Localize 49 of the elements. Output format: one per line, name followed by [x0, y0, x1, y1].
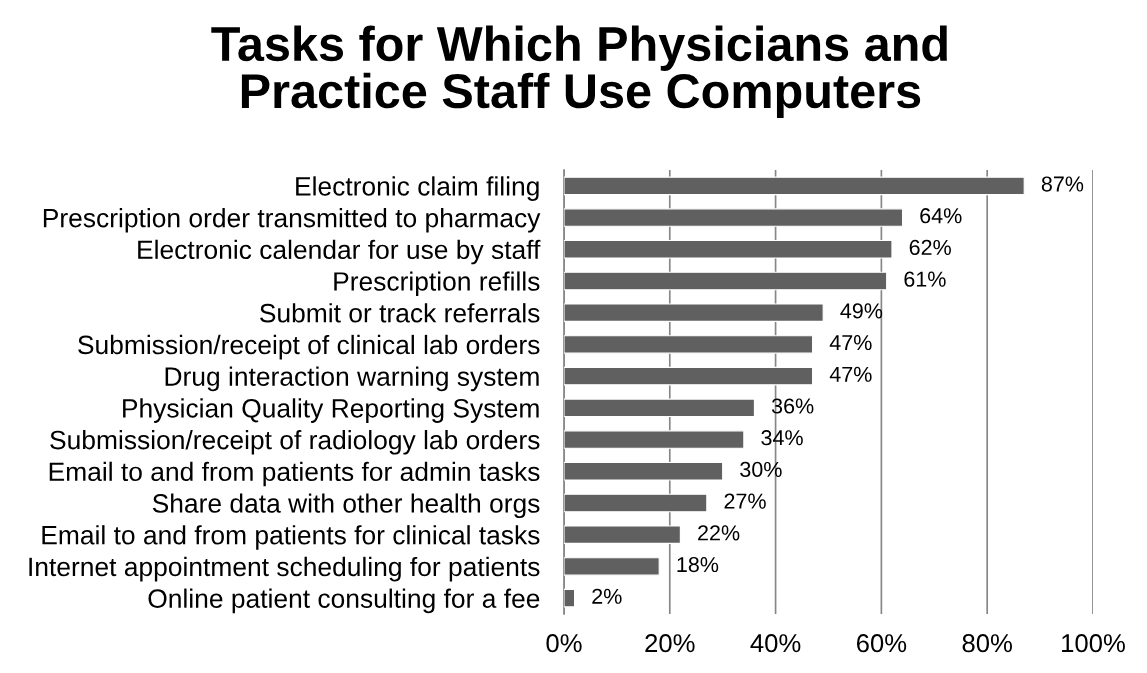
bar: [563, 303, 824, 322]
y-tick-label: Internet appointment scheduling for patients: [29, 556, 540, 582]
bar: [563, 176, 1025, 196]
data-label: 36%: [771, 398, 814, 414]
x-tick-label: 80%: [962, 634, 1012, 653]
chart-title: Tasks for Which Physicians and Practice Staff Use Computers: [211, 25, 947, 118]
y-tick-label: Prescription order transmitted to pharmacy: [43, 208, 541, 233]
bar: [563, 366, 814, 386]
bar: [563, 398, 755, 418]
x-tick-label: 20%: [645, 634, 695, 653]
bar: [563, 271, 888, 291]
bar: [563, 430, 745, 449]
data-label: 62%: [909, 239, 951, 256]
data-label: 2%: [592, 588, 622, 604]
x-tick-label: 100%: [1062, 634, 1125, 653]
y-tick-label: Submission/receipt of clinical lab orders: [78, 334, 540, 360]
bar: [563, 208, 904, 227]
bar: [563, 557, 660, 576]
bar: [563, 588, 576, 608]
y-tick-label: Drug interaction warning system: [165, 366, 539, 392]
y-tick-label: Online patient consulting for a fee: [148, 588, 540, 614]
data-label: 47%: [829, 335, 872, 351]
data-label: 64%: [920, 208, 962, 224]
x-tick-label: 40%: [750, 634, 801, 653]
bar: [563, 240, 893, 259]
y-tick-label: Electronic calendar for use by staff: [138, 239, 541, 265]
data-label: 87%: [1041, 176, 1084, 192]
data-label: 61%: [904, 271, 946, 287]
bar: [563, 461, 724, 481]
data-label: 34%: [761, 430, 803, 446]
bar: [563, 493, 708, 513]
y-tick-label: Physician Quality Reporting System: [123, 398, 539, 423]
y-tick-label: Electronic claim filing: [296, 176, 539, 201]
data-label: 30%: [740, 461, 782, 478]
bar: [563, 335, 814, 354]
data-label: 18%: [677, 556, 719, 573]
y-tick-label: Submission/receipt of radiology lab orders: [50, 430, 540, 455]
x-tick-label: 60%: [856, 634, 907, 653]
data-label: 22%: [698, 525, 740, 541]
data-label: 47%: [829, 366, 872, 382]
data-label: 27%: [724, 493, 766, 509]
x-tick-label: 0%: [546, 634, 582, 653]
y-tick-label: Prescription refills: [334, 271, 540, 297]
y-tick-label: Email to and from patients for clinical tasks: [42, 525, 540, 550]
y-tick-label: Submit or track referrals: [260, 303, 540, 323]
y-tick-label: Email to and from patients for admin tasks: [49, 461, 540, 487]
bar: [563, 525, 681, 544]
y-tick-label: Share data with other health orgs: [152, 493, 540, 519]
data-label: 49%: [840, 303, 883, 319]
